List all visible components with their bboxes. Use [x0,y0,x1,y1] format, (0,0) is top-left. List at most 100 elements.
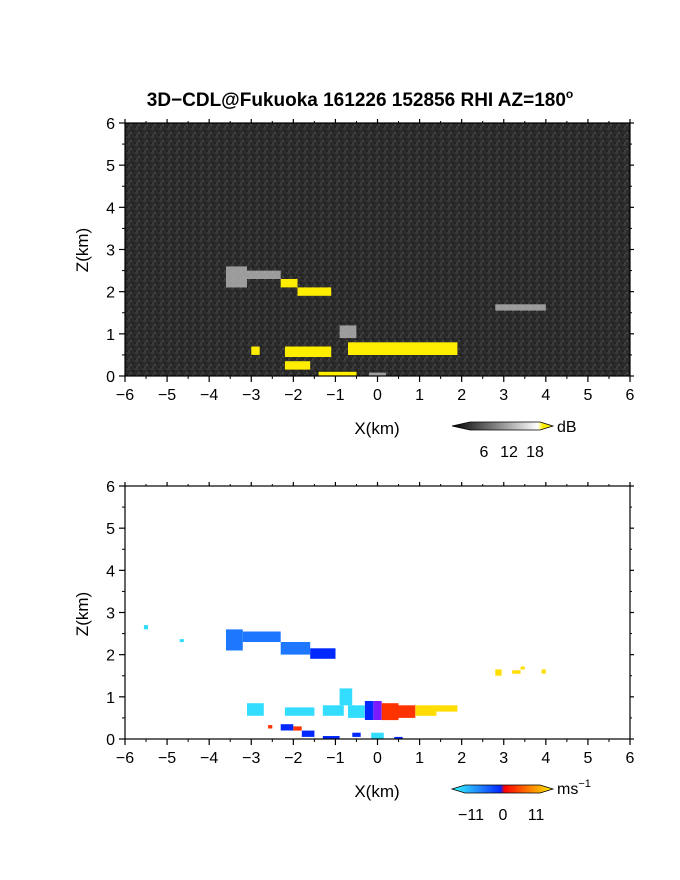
velocity-xtick-label-10: 4 [541,750,550,767]
velocity-echo-21 [322,736,340,739]
reflectivity-xtick-label-9: 3 [499,387,508,404]
reflectivity-xtick-label-5: −1 [326,387,344,404]
velocity-panel: −6 −5 −4 −3 −2 −1 0 1 2 3 4 5 6 0 1 2 3 4 5 6 X(km) Z(km) m… [73,479,635,824]
velocity-echo-7 [284,707,315,716]
velocity-colorbar-tick-1: 0 [499,807,508,824]
velocity-ytick-label-0: 0 [106,732,115,749]
velocity-ytick-label-2: 2 [106,648,115,665]
reflectivity-axes: −6 −5 −4 −3 −2 −1 0 1 2 3 4 5 6 0 1 2 3 4 5 6 [106,116,634,404]
reflectivity-xtick-label-3: −3 [242,387,260,404]
velocity-echo-9 [339,688,353,706]
velocity-echo-27 [520,666,525,670]
reflectivity-echo-0 [226,266,247,288]
reflectivity-colorbar: dB 6 12 18 [451,419,577,461]
velocity-xtick-label-6: 0 [373,750,382,767]
reflectivity-echo-8 [284,346,332,357]
reflectivity-xtick-label-11: 5 [583,387,592,404]
velocity-echo-25 [495,669,502,676]
velocity-ytick-label-6: 6 [106,479,115,496]
velocity-colorbar-tick-2: 11 [528,807,545,824]
reflectivity-colorbar-tick-2: 18 [526,444,544,461]
velocity-echo-1 [179,639,184,643]
reflectivity-echo-7 [251,346,260,355]
reflectivity-xtick-label-0: −6 [116,387,134,404]
reflectivity-xlabel: X(km) [354,419,399,438]
reflectivity-colorbar-tick-1: 12 [500,444,518,461]
velocity-echo-13 [381,703,399,721]
velocity-echo-3 [242,631,281,642]
velocity-xtick-label-9: 3 [499,750,508,767]
figure-title: 3D−CDL@Fukuoka 161226 152856 RHI AZ=180o [147,87,574,111]
reflectivity-xtick-label-7: 1 [415,387,424,404]
velocity-ytick-label-4: 4 [106,563,115,580]
reflectivity-xtick-label-4: −2 [284,387,302,404]
reflectivity-colorbar-bar [451,421,555,431]
reflectivity-echo-5 [339,325,357,339]
velocity-echo-23 [371,732,384,739]
velocity-xtick-label-7: 1 [415,750,424,767]
velocity-echo-6 [247,703,264,716]
reflectivity-echo-3 [297,287,332,296]
reflectivity-xtick-label-12: 6 [626,387,635,404]
velocity-ytick-label-5: 5 [106,521,115,538]
velocity-echo-14 [398,705,416,718]
velocity-xtick-label-3: −3 [242,750,260,767]
velocity-echo-20 [301,730,315,737]
reflectivity-xtick-label-10: 4 [541,387,550,404]
velocity-ylabel: Z(km) [73,592,92,636]
reflectivity-ytick-label-1: 1 [106,327,115,344]
velocity-colorbar-tick-0: −11 [458,807,484,824]
reflectivity-xtick-label-8: 2 [457,387,466,404]
velocity-xtick-label-4: −2 [284,750,302,767]
reflectivity-xtick-label-6: 0 [373,387,382,404]
velocity-echo-2 [226,629,243,651]
reflectivity-echo-4 [495,304,546,311]
reflectivity-echo-2 [280,279,298,288]
velocity-echo-19 [268,725,273,729]
velocity-xtick-label-5: −1 [326,750,344,767]
reflectivity-plot-area [125,123,630,376]
reflectivity-echo-6 [348,342,458,355]
velocity-echo-4 [280,642,311,655]
velocity-plot-area [125,486,630,739]
velocity-echo-15 [415,705,437,716]
velocity-echo-8 [322,705,344,716]
velocity-echo-17 [280,724,294,731]
velocity-colorbar-unit: ms−1 [557,778,591,798]
velocity-echo-10 [348,705,365,718]
velocity-echo-5 [310,648,336,659]
reflectivity-echo-11 [369,372,386,376]
reflectivity-ytick-label-3: 3 [106,243,115,260]
velocity-xtick-label-12: 6 [626,750,635,767]
velocity-echo-11 [364,701,374,720]
velocity-echo-12 [373,701,382,720]
reflectivity-echo-1 [247,270,281,279]
velocity-echo-26 [512,670,521,674]
reflectivity-ytick-label-4: 4 [106,200,115,217]
reflectivity-xtick-label-2: −4 [200,387,218,404]
velocity-ytick-label-3: 3 [106,606,115,623]
velocity-echoes [143,625,546,739]
velocity-axes: −6 −5 −4 −3 −2 −1 0 1 2 3 4 5 6 0 1 2 3 4 5 6 [106,479,634,767]
velocity-xtick-label-0: −6 [116,750,134,767]
velocity-colorbar: ms−1 −11 0 11 [450,778,591,824]
velocity-echo-24 [394,736,403,739]
velocity-xtick-label-11: 5 [583,750,592,767]
velocity-echo-18 [293,726,302,731]
reflectivity-ylabel: Z(km) [73,228,92,272]
velocity-ytick-label-1: 1 [106,690,115,707]
velocity-xtick-label-2: −4 [200,750,218,767]
reflectivity-echo-10 [318,371,357,376]
reflectivity-echoes [226,266,546,376]
reflectivity-ytick-label-5: 5 [106,158,115,175]
reflectivity-colorbar-unit: dB [557,419,577,436]
velocity-echo-22 [352,732,361,737]
reflectivity-ytick-label-2: 2 [106,285,115,302]
velocity-echo-28 [541,669,546,674]
velocity-echo-16 [436,705,458,712]
velocity-xtick-label-1: −5 [158,750,176,767]
velocity-xtick-label-8: 2 [457,750,466,767]
velocity-echo-0 [143,625,149,630]
